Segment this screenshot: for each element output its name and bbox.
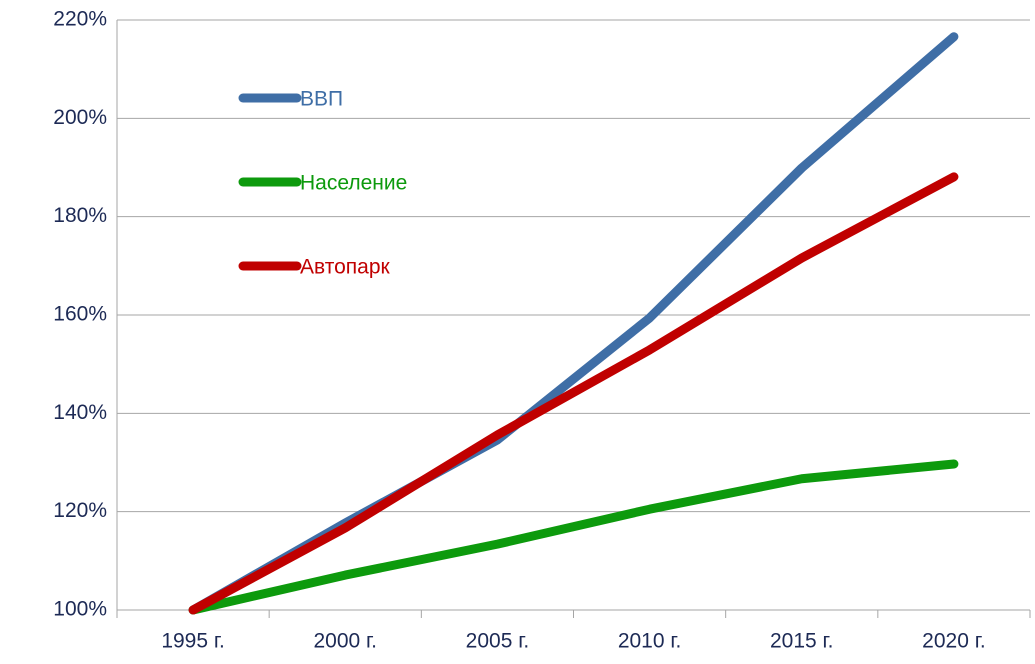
series-line (188, 459, 959, 615)
x-tick-label: 2000 г. (314, 630, 377, 653)
x-tick-label: 1995 г. (161, 630, 224, 653)
x-tick-label: 2005 г. (466, 630, 529, 653)
y-tick-label: 100% (53, 598, 107, 621)
x-tick-label: 2010 г. (618, 630, 681, 653)
y-tick-label: 220% (53, 8, 107, 31)
legend-label: Население (300, 172, 407, 195)
y-tick-label: 180% (53, 204, 107, 227)
x-tick-label: 2020 г. (922, 630, 985, 653)
y-tick-label: 120% (53, 499, 107, 522)
legend-label: ВВП (300, 88, 343, 111)
y-tick-label: 200% (53, 106, 107, 129)
y-tick-label: 140% (53, 401, 107, 424)
x-tick-label: 2015 г. (770, 630, 833, 653)
legend-label: Автопарк (300, 256, 390, 279)
series-line (188, 172, 959, 615)
y-tick-label: 160% (53, 303, 107, 326)
